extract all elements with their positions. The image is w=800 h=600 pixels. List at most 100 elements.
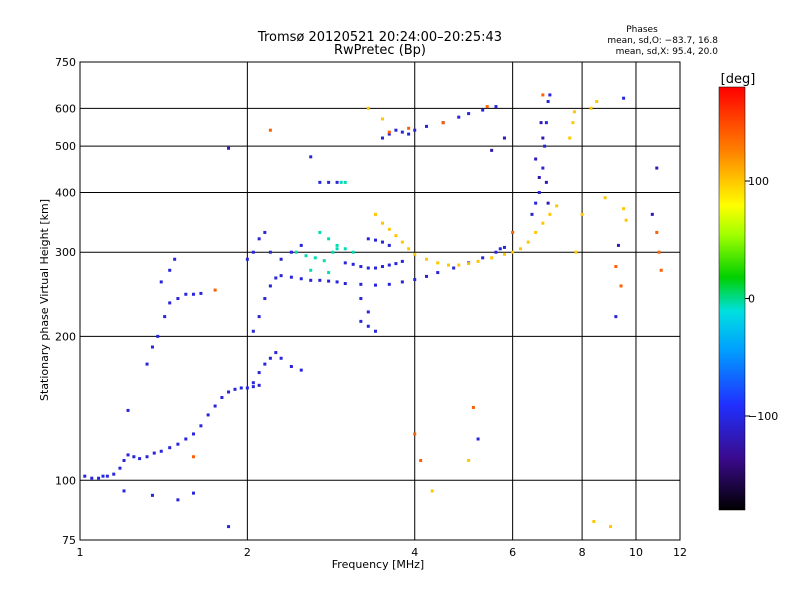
chart-subtitle: RwPretec (Bp): [334, 43, 426, 58]
echo-point: [343, 180, 347, 184]
echo-point: [436, 271, 440, 275]
echo-point: [251, 381, 255, 385]
echo-point: [467, 262, 471, 266]
echo-point: [118, 466, 122, 470]
echo-point: [589, 106, 593, 110]
echo-point: [150, 493, 154, 497]
echo-point: [318, 278, 322, 282]
echo-point: [257, 315, 261, 319]
colorbar-ticks: 100 0 −100: [745, 175, 778, 423]
x-tick-labels: 1 2 4 6 8 10 12: [77, 546, 688, 559]
echo-point: [313, 256, 317, 260]
echo-point: [126, 453, 130, 457]
echo-point: [394, 234, 398, 238]
y-tick-label: 100: [55, 474, 76, 487]
echo-point: [257, 237, 261, 241]
echo-point: [502, 252, 506, 256]
echo-point: [592, 519, 596, 523]
echo-point: [263, 230, 267, 234]
echo-point: [373, 238, 377, 242]
echo-point: [373, 329, 377, 333]
echo-point: [413, 128, 417, 132]
echo-point: [159, 280, 163, 284]
echo-point: [407, 126, 411, 130]
echo-point: [476, 259, 480, 263]
stats-title: Phases: [626, 25, 658, 35]
colorbar-tick-label: 100: [748, 175, 769, 188]
echo-point: [176, 498, 180, 502]
echo-point: [413, 252, 417, 256]
echo-point: [90, 476, 94, 480]
echo-point: [191, 455, 195, 459]
echo-point: [485, 105, 489, 109]
echo-point: [227, 390, 231, 394]
echo-point: [534, 230, 538, 234]
echo-point: [655, 230, 659, 234]
y-tick-label: 75: [62, 534, 76, 547]
echo-point: [373, 212, 377, 216]
echo-point: [430, 489, 434, 493]
echo-point: [245, 386, 249, 390]
y-tick-label: 200: [55, 330, 76, 343]
echo-point: [279, 274, 283, 278]
echo-point: [274, 351, 278, 355]
x-tick-label: 1: [77, 546, 84, 559]
y-axis-label: Stationary phase Virtual Height [km]: [38, 199, 51, 401]
echo-point: [159, 449, 163, 453]
echo-point: [609, 525, 613, 529]
echo-point: [394, 128, 398, 132]
echo-point: [299, 277, 303, 281]
stats-line-x: mean, sd,X: 95.4, 20.0: [616, 47, 719, 57]
echo-point: [191, 491, 195, 495]
echo-point: [289, 250, 293, 254]
x-tick-label: 4: [411, 546, 418, 559]
echo-point: [184, 292, 188, 296]
echo-point: [168, 446, 172, 450]
echo-point: [541, 221, 545, 225]
echo-point: [471, 405, 475, 409]
echo-point: [257, 371, 261, 375]
echo-point: [351, 262, 355, 266]
echo-point: [227, 525, 231, 529]
echo-point: [163, 315, 167, 319]
echo-point: [263, 362, 267, 366]
echo-point: [176, 297, 180, 301]
echo-point: [359, 297, 363, 301]
echo-point: [168, 268, 172, 272]
echo-point: [343, 261, 347, 265]
echo-point: [220, 395, 224, 399]
echo-point: [534, 157, 538, 161]
y-tick-label: 300: [55, 246, 76, 259]
echo-point: [387, 227, 391, 231]
echo-point: [263, 297, 267, 301]
echo-point: [572, 110, 576, 114]
echo-point: [152, 451, 156, 455]
echo-point: [199, 424, 203, 428]
echo-point: [457, 115, 461, 119]
echo-point: [359, 282, 363, 286]
echo-point: [530, 212, 534, 216]
chart-title: Tromsø 20120521 20:24:00–20:25:43: [257, 30, 502, 45]
colorbar: [718, 86, 746, 511]
echo-point: [534, 201, 538, 205]
echo-point: [441, 121, 445, 125]
echo-point: [279, 257, 283, 261]
echo-point: [546, 100, 550, 104]
echo-point: [622, 207, 626, 211]
echo-point: [138, 457, 142, 461]
echo-point: [555, 204, 559, 208]
echo-point: [191, 432, 195, 436]
colorbar-label: [deg]: [721, 72, 756, 87]
echo-point: [327, 237, 331, 241]
y-tick-label: 400: [55, 186, 76, 199]
echo-point: [650, 212, 654, 216]
echo-point: [407, 247, 411, 251]
echo-point: [494, 105, 498, 109]
echo-point: [457, 263, 461, 267]
echo-point: [366, 324, 370, 328]
echo-point: [481, 256, 485, 260]
echo-point: [206, 413, 210, 417]
echo-point: [279, 356, 283, 360]
echo-point: [373, 266, 377, 270]
plot-frame: [79, 61, 681, 541]
